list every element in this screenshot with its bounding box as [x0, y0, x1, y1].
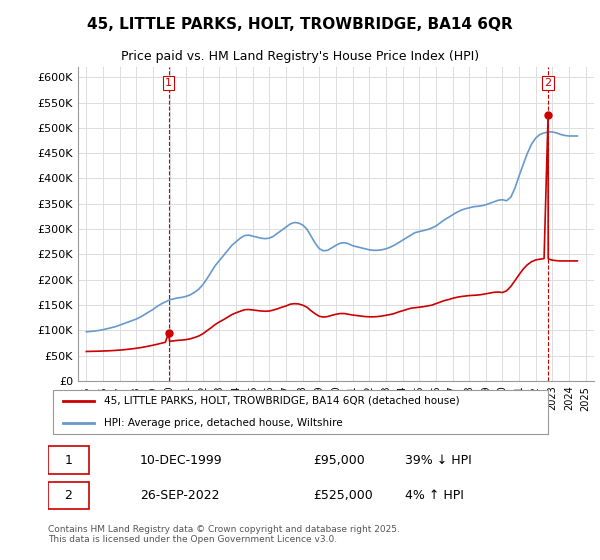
FancyBboxPatch shape: [53, 390, 548, 435]
Text: 10-DEC-1999: 10-DEC-1999: [140, 454, 223, 466]
Text: 2: 2: [64, 489, 73, 502]
Text: 45, LITTLE PARKS, HOLT, TROWBRIDGE, BA14 6QR (detached house): 45, LITTLE PARKS, HOLT, TROWBRIDGE, BA14…: [104, 395, 460, 405]
Text: £525,000: £525,000: [313, 489, 373, 502]
Text: 1: 1: [64, 454, 73, 466]
Text: Contains HM Land Registry data © Crown copyright and database right 2025.
This d: Contains HM Land Registry data © Crown c…: [48, 525, 400, 544]
Text: 39% ↓ HPI: 39% ↓ HPI: [405, 454, 472, 466]
Text: 45, LITTLE PARKS, HOLT, TROWBRIDGE, BA14 6QR: 45, LITTLE PARKS, HOLT, TROWBRIDGE, BA14…: [87, 17, 513, 32]
Text: Price paid vs. HM Land Registry's House Price Index (HPI): Price paid vs. HM Land Registry's House …: [121, 50, 479, 63]
FancyBboxPatch shape: [48, 482, 89, 509]
Text: 26-SEP-2022: 26-SEP-2022: [140, 489, 220, 502]
Text: 4% ↑ HPI: 4% ↑ HPI: [405, 489, 464, 502]
Text: 2: 2: [544, 78, 551, 88]
FancyBboxPatch shape: [48, 446, 89, 474]
Text: HPI: Average price, detached house, Wiltshire: HPI: Average price, detached house, Wilt…: [104, 418, 343, 428]
Text: 1: 1: [165, 78, 172, 88]
Text: £95,000: £95,000: [313, 454, 365, 466]
